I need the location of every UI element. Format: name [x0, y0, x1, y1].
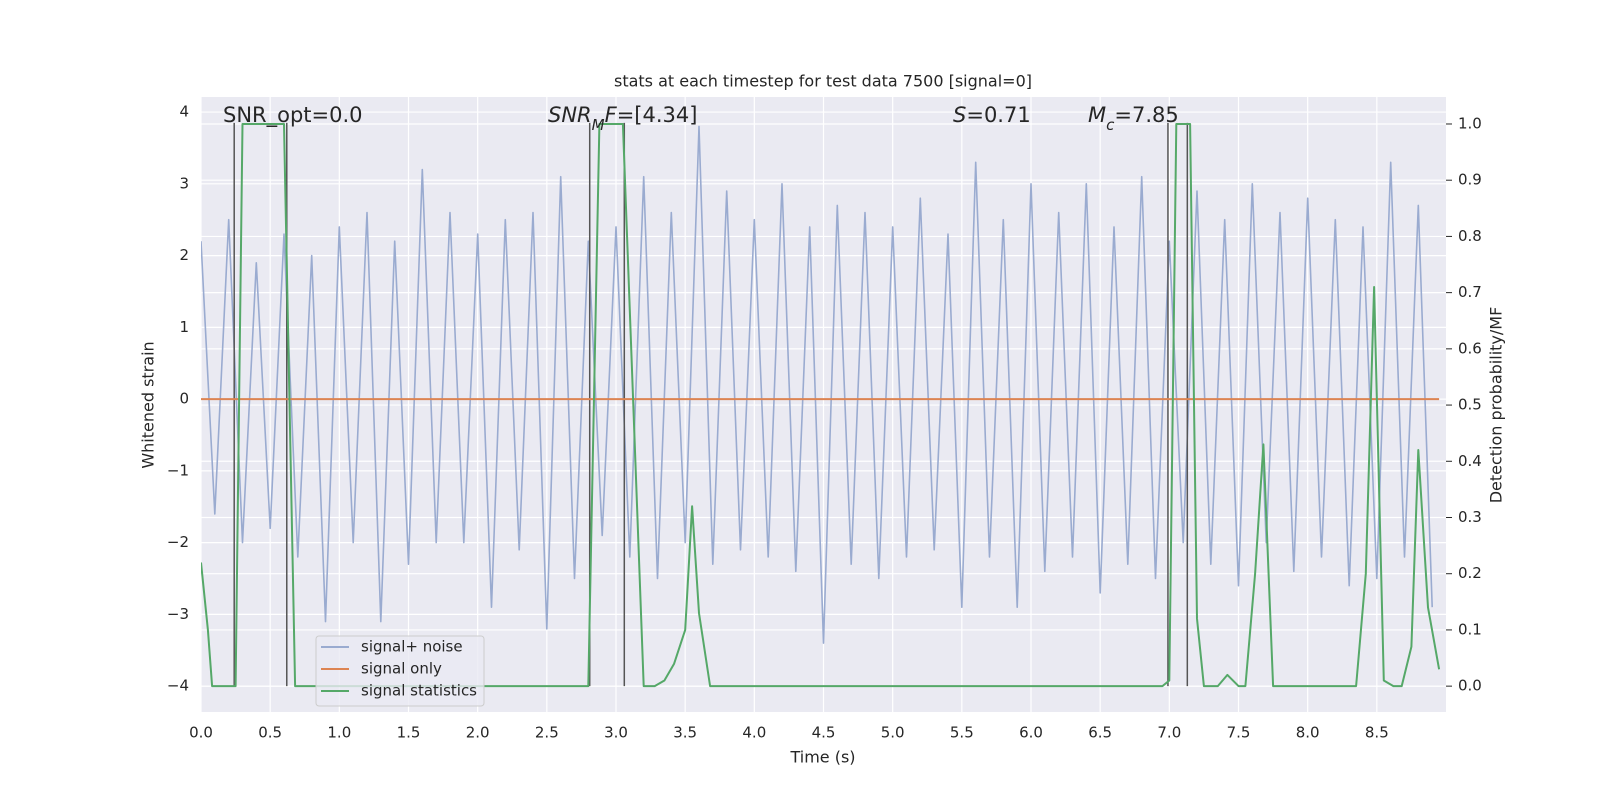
- x-tick-label: 0.0: [189, 724, 213, 742]
- y2-tick-label: 0.5: [1458, 396, 1482, 414]
- y2-tick-label: 0.4: [1458, 452, 1482, 470]
- x-tick-label: 3.0: [604, 724, 628, 742]
- y2-tick-label: 0.1: [1458, 620, 1482, 638]
- y2-tick-label: 0.2: [1458, 564, 1482, 582]
- y-tick-label: 2: [179, 246, 189, 264]
- annotation: SNR_opt=0.0: [223, 103, 363, 128]
- y-tick-label: 3: [179, 174, 189, 192]
- y2-tick-label: 0.9: [1458, 171, 1482, 189]
- legend: signal+ noise signal only signal statistic…: [315, 635, 485, 707]
- grid: [200, 97, 1446, 712]
- annotation-part: =0.71: [966, 103, 1030, 127]
- x-tick-label: 0.5: [258, 724, 282, 742]
- y2-tick-label: 1.0: [1458, 114, 1482, 132]
- x-axis-label: Time (s): [789, 748, 855, 767]
- y-tick-label: −3: [167, 605, 189, 623]
- x-tick-label: 2.5: [535, 724, 559, 742]
- annotation-part: =[4.34]: [617, 103, 698, 127]
- annotation: Mc=7.85: [1088, 103, 1179, 134]
- annotation-part: F: [605, 103, 618, 127]
- y2-tick-label: 0.8: [1458, 227, 1482, 245]
- x-tick-label: 4.0: [742, 724, 766, 742]
- x-tick-label: 7.5: [1227, 724, 1251, 742]
- y2-tick-label: 0.3: [1458, 508, 1482, 526]
- chart-title: stats at each timestep for test data 750…: [614, 72, 1032, 91]
- x-tick-label: 6.0: [1019, 724, 1043, 742]
- x-tick-label: 1.5: [397, 724, 421, 742]
- y2-tick-label: 0.7: [1458, 283, 1482, 301]
- legend-box: [315, 635, 485, 707]
- y-tick-label: −2: [167, 533, 189, 551]
- x-tick-label: 7.0: [1157, 724, 1181, 742]
- y-tick-label: 0: [179, 390, 189, 408]
- y2-axis-label: Detection probability/MF: [1487, 307, 1506, 504]
- x-tick-label: 2.0: [466, 724, 490, 742]
- x-tick-label: 8.5: [1365, 724, 1389, 742]
- x-tick-label: 5.0: [881, 724, 905, 742]
- annotation: SNRMF=[4.34]: [548, 103, 697, 134]
- series-line: [201, 123, 1441, 688]
- annotation-part: S: [953, 103, 966, 127]
- annotation: S=0.71: [953, 103, 1031, 127]
- marks: [201, 122, 1441, 688]
- x-tick-label: 6.5: [1088, 724, 1112, 742]
- y-tick-label: 1: [179, 318, 189, 336]
- legend-label: signal+ noise: [361, 638, 463, 656]
- legend-label: signal statistics: [361, 682, 477, 700]
- legend-label: signal only: [361, 660, 442, 678]
- x-tick-label: 1.0: [327, 724, 351, 742]
- x-tick-label: 8.0: [1296, 724, 1320, 742]
- y-tick-label: −4: [167, 677, 189, 695]
- annotation-part: SNR_opt=0.0: [223, 103, 363, 128]
- x-tick-label: 4.5: [812, 724, 836, 742]
- x-tick-label: 3.5: [673, 724, 697, 742]
- annotation-part: SNR: [548, 103, 592, 127]
- annotations: SNR_opt=0.0 SNRMF=[4.34] S=0.71 Mc=7.85: [223, 103, 1179, 134]
- y-tick-label: 4: [179, 103, 189, 121]
- annotation-part: M: [1088, 103, 1106, 127]
- y-axis-label: Whitened strain: [139, 341, 158, 468]
- y2-tick-label: 0.0: [1458, 677, 1482, 695]
- series-line: [201, 125, 1433, 644]
- y-tick-label: −1: [167, 461, 189, 479]
- y2-tick-label: 0.6: [1458, 339, 1482, 357]
- x-tick-label: 5.5: [950, 724, 974, 742]
- annotation-part: c: [1106, 116, 1115, 134]
- annotation-part: M: [592, 116, 605, 134]
- annotation-part: =7.85: [1114, 103, 1178, 127]
